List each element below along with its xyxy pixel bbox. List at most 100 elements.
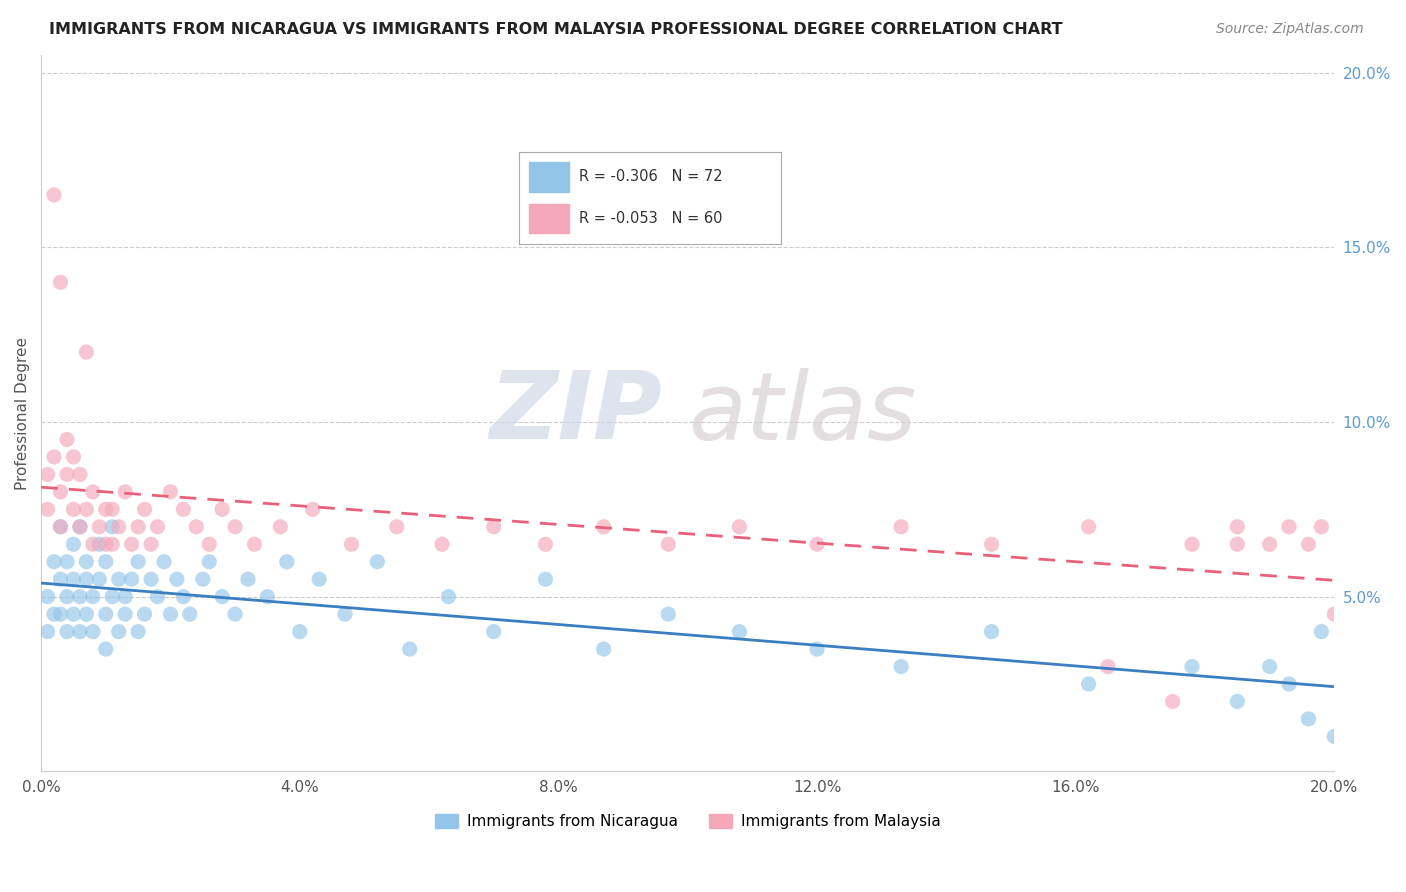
Point xyxy=(211,502,233,516)
Point xyxy=(94,555,117,569)
Point xyxy=(1161,694,1184,708)
Point xyxy=(49,520,72,534)
Point xyxy=(49,275,72,289)
Point xyxy=(75,607,97,621)
Point xyxy=(172,590,194,604)
Text: IMMIGRANTS FROM NICARAGUA VS IMMIGRANTS FROM MALAYSIA PROFESSIONAL DEGREE CORREL: IMMIGRANTS FROM NICARAGUA VS IMMIGRANTS … xyxy=(49,22,1063,37)
Point xyxy=(82,537,104,551)
Point xyxy=(62,607,84,621)
Point xyxy=(728,520,751,534)
Point xyxy=(366,555,388,569)
Point xyxy=(49,484,72,499)
Point xyxy=(482,624,505,639)
Point xyxy=(42,607,65,621)
Point xyxy=(1226,520,1249,534)
Point xyxy=(1323,607,1346,621)
Point xyxy=(127,555,149,569)
Point xyxy=(1258,537,1281,551)
Point xyxy=(890,520,912,534)
Point xyxy=(592,520,614,534)
Legend: Immigrants from Nicaragua, Immigrants from Malaysia: Immigrants from Nicaragua, Immigrants fr… xyxy=(429,808,946,835)
Point xyxy=(340,537,363,551)
Point xyxy=(134,607,156,621)
Point xyxy=(159,607,181,621)
Point xyxy=(82,590,104,604)
Point xyxy=(980,624,1002,639)
Point xyxy=(657,607,679,621)
Point xyxy=(224,520,246,534)
Point xyxy=(75,502,97,516)
Point xyxy=(980,537,1002,551)
Point xyxy=(62,450,84,464)
Point xyxy=(82,624,104,639)
Point xyxy=(107,572,129,586)
Point xyxy=(1298,537,1320,551)
Point xyxy=(276,555,298,569)
Point xyxy=(37,502,59,516)
Point xyxy=(114,607,136,621)
Text: Source: ZipAtlas.com: Source: ZipAtlas.com xyxy=(1216,22,1364,37)
Point xyxy=(308,572,330,586)
Point xyxy=(592,642,614,657)
Point xyxy=(657,537,679,551)
Point xyxy=(728,624,751,639)
Point xyxy=(69,624,91,639)
Point xyxy=(101,502,124,516)
Point xyxy=(333,607,356,621)
Point xyxy=(121,537,143,551)
Point xyxy=(224,607,246,621)
Point xyxy=(37,624,59,639)
Point xyxy=(1278,520,1301,534)
Point xyxy=(437,590,460,604)
Point xyxy=(56,555,79,569)
Point xyxy=(121,572,143,586)
Point xyxy=(146,520,169,534)
Point xyxy=(179,607,201,621)
Point xyxy=(482,520,505,534)
Point xyxy=(62,572,84,586)
Point xyxy=(75,572,97,586)
Point xyxy=(256,590,278,604)
Point xyxy=(56,590,79,604)
Point xyxy=(139,537,162,551)
Point xyxy=(1181,537,1204,551)
Point xyxy=(56,467,79,482)
Point xyxy=(385,520,408,534)
Point xyxy=(42,187,65,202)
Point xyxy=(146,590,169,604)
Point xyxy=(269,520,291,534)
Point xyxy=(94,502,117,516)
Text: ZIP: ZIP xyxy=(489,368,662,459)
Point xyxy=(42,555,65,569)
Point xyxy=(69,590,91,604)
Point xyxy=(1278,677,1301,691)
Point xyxy=(94,607,117,621)
Point xyxy=(191,572,214,586)
Point xyxy=(101,590,124,604)
Point xyxy=(1310,520,1333,534)
Point xyxy=(534,537,557,551)
Point xyxy=(211,590,233,604)
Point xyxy=(107,624,129,639)
Point xyxy=(37,467,59,482)
Text: R = -0.306   N = 72: R = -0.306 N = 72 xyxy=(579,169,723,185)
Point xyxy=(288,624,311,639)
Point xyxy=(69,520,91,534)
Point xyxy=(236,572,259,586)
Point xyxy=(398,642,420,657)
Point xyxy=(62,537,84,551)
Point xyxy=(114,484,136,499)
Point xyxy=(198,537,221,551)
Text: R = -0.053   N = 60: R = -0.053 N = 60 xyxy=(579,211,723,226)
Point xyxy=(56,624,79,639)
Point xyxy=(107,520,129,534)
Point xyxy=(172,502,194,516)
Point xyxy=(127,520,149,534)
Point xyxy=(69,467,91,482)
Point xyxy=(82,484,104,499)
Point xyxy=(94,537,117,551)
Point xyxy=(166,572,188,586)
Point xyxy=(127,624,149,639)
Point xyxy=(56,433,79,447)
Point xyxy=(89,520,111,534)
